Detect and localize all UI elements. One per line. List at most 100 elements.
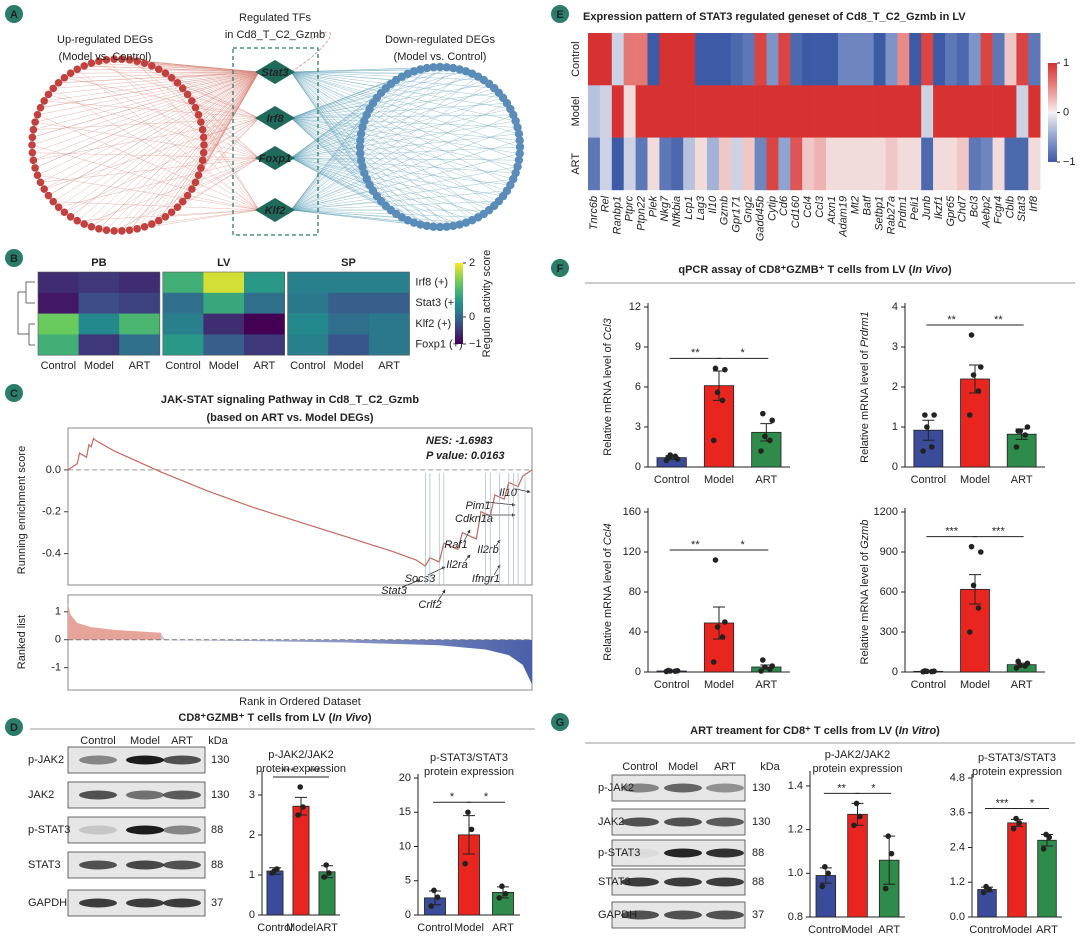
data-point xyxy=(977,549,984,555)
up-gene-node xyxy=(197,164,205,172)
up-gene-node xyxy=(198,125,207,134)
heat-cell xyxy=(119,272,161,294)
down-gene-node xyxy=(511,116,520,126)
section-title-part: ) xyxy=(936,725,940,737)
data-point xyxy=(758,448,764,454)
kda-label: 88 xyxy=(752,847,764,859)
bar xyxy=(960,378,990,468)
protein-label: STAT3 xyxy=(598,876,631,888)
heat-cell xyxy=(635,33,648,86)
heat-cell xyxy=(778,85,791,138)
x-tick-label: ART xyxy=(1011,679,1033,691)
column-label: Prdm1 xyxy=(897,196,909,228)
edge xyxy=(91,71,260,227)
panel-badge xyxy=(5,249,23,267)
tf-label: Irf8 xyxy=(266,113,284,125)
edge xyxy=(290,83,490,119)
bar xyxy=(266,870,284,916)
edge xyxy=(290,157,377,197)
column-label: Plek xyxy=(647,195,659,217)
data-point xyxy=(825,870,831,877)
heat-cell xyxy=(1004,85,1017,138)
heat-cell xyxy=(909,137,922,191)
heat-cell xyxy=(707,85,720,138)
data-point xyxy=(1015,658,1021,665)
heat-cell xyxy=(754,137,767,191)
colorbar-tick-label: 0 xyxy=(469,311,475,323)
column-label: Control xyxy=(41,360,76,372)
data-point xyxy=(714,389,721,396)
panel-badge xyxy=(5,5,23,23)
blot-band xyxy=(621,910,659,920)
group-label: SP xyxy=(341,257,356,269)
group-label: LV xyxy=(217,257,231,269)
y-tick-label: -0.4 xyxy=(42,548,61,560)
data-point xyxy=(1022,432,1028,438)
data-point xyxy=(712,557,719,563)
kda-label: 130 xyxy=(752,782,770,794)
y-tick-label: 1.2 xyxy=(950,876,965,888)
down-gene-node xyxy=(409,67,419,76)
panel-badge xyxy=(5,384,23,402)
up-gene-node xyxy=(178,197,187,206)
data-point xyxy=(931,412,937,418)
significance-label: ** xyxy=(947,314,956,326)
heat-cell xyxy=(588,137,601,191)
heat-cell xyxy=(956,33,970,86)
panel-letter: E xyxy=(556,9,563,21)
up-gene-node xyxy=(80,220,88,228)
column-label: Junb xyxy=(921,196,933,221)
error-bar xyxy=(969,574,981,605)
column-label: ART xyxy=(378,360,400,372)
heat-cell xyxy=(837,33,851,86)
significance-label: *** xyxy=(308,766,322,778)
down-gene-node xyxy=(448,63,458,73)
up-gene-node xyxy=(178,84,187,93)
lane-label: Model xyxy=(130,735,160,747)
heat-cell xyxy=(162,272,204,294)
lane-label: ART xyxy=(714,761,736,773)
data-point xyxy=(1016,820,1023,826)
up-gene-node xyxy=(60,73,69,82)
protein-label: GAPDH xyxy=(598,909,637,921)
network-title: (Model vs. Control) xyxy=(394,51,487,63)
edge xyxy=(203,117,260,138)
up-gene-node xyxy=(40,97,48,105)
bar xyxy=(1037,839,1057,918)
unit-label: kDa xyxy=(208,735,228,747)
down-gene-node xyxy=(416,220,425,229)
up-gene-node xyxy=(140,59,149,68)
heat-cell xyxy=(945,33,958,86)
up-gene-node xyxy=(36,178,45,187)
x-tick-label: Model xyxy=(960,679,990,691)
tf-node xyxy=(255,60,295,84)
kda-label: 130 xyxy=(752,816,770,828)
edge xyxy=(290,71,473,221)
significance-label: ** xyxy=(691,347,700,359)
edge xyxy=(203,71,260,138)
edge xyxy=(290,71,495,207)
blot-band xyxy=(664,783,702,793)
protein-label: p-JAK2 xyxy=(28,754,64,766)
up-gene-node xyxy=(188,185,196,193)
edge xyxy=(290,140,520,211)
up-gene-node xyxy=(73,216,82,225)
data-point xyxy=(762,664,768,670)
down-gene-node xyxy=(429,63,438,72)
tf-box xyxy=(232,47,319,236)
column-label: Gadd45b xyxy=(754,196,766,241)
column-label: Adam19 xyxy=(838,196,850,238)
heat-cell xyxy=(38,292,79,314)
stat-annotation: NES: -1.6983 xyxy=(426,435,493,447)
heat-cell xyxy=(921,33,934,86)
column-label: Ptprc xyxy=(624,195,636,221)
column-label: ART xyxy=(129,360,151,372)
y-tick-label: 0 xyxy=(55,634,61,646)
edge xyxy=(290,157,362,161)
edge xyxy=(35,121,260,159)
heat-cell xyxy=(1028,33,1041,86)
kda-label: 88 xyxy=(752,876,764,888)
heat-cell xyxy=(683,137,696,191)
data-point xyxy=(722,366,728,373)
edge xyxy=(136,71,260,229)
